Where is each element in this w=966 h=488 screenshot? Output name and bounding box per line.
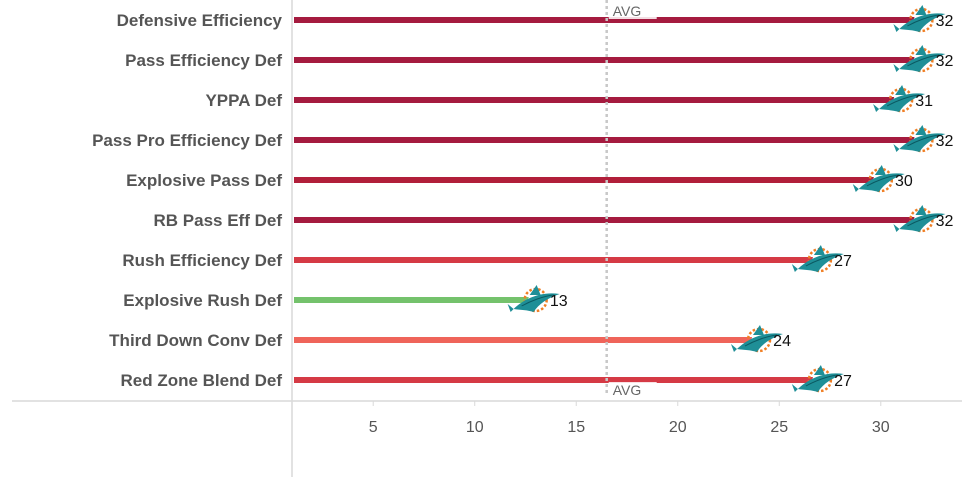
value-label: 27: [834, 253, 852, 270]
category-label: Defensive Efficiency: [117, 11, 283, 30]
avg-label-bottom: AVG: [613, 382, 642, 398]
bar: [294, 217, 922, 223]
bar: [294, 297, 536, 303]
category-label: RB Pass Eff Def: [154, 211, 283, 230]
x-tick-label: 25: [770, 419, 788, 436]
x-tick-label: 20: [669, 419, 687, 436]
x-tick-label: 30: [872, 419, 890, 436]
category-label: Third Down Conv Def: [109, 331, 282, 350]
value-label: 13: [550, 293, 568, 310]
bar: [294, 97, 902, 103]
value-label: 32: [936, 13, 954, 30]
avg-label-bg-bottom: [608, 382, 657, 398]
value-label: 32: [936, 213, 954, 230]
bar: [294, 377, 820, 383]
value-label: 32: [936, 133, 954, 150]
bar: [294, 257, 820, 263]
category-label: Explosive Rush Def: [123, 291, 282, 310]
category-label: Explosive Pass Def: [126, 171, 282, 190]
x-tick-label: 10: [466, 419, 484, 436]
x-tick-label: 5: [369, 419, 378, 436]
category-label: Red Zone Blend Def: [120, 371, 282, 390]
category-label: Rush Efficiency Def: [122, 251, 282, 270]
avg-label-top: AVG: [613, 3, 642, 19]
value-label: 24: [773, 333, 791, 350]
value-label: 30: [895, 173, 913, 190]
category-label: Pass Efficiency Def: [125, 51, 282, 70]
x-tick-label: 15: [567, 419, 585, 436]
category-label: Pass Pro Efficiency Def: [92, 131, 282, 150]
value-label: 32: [936, 53, 954, 70]
value-label: 31: [915, 93, 933, 110]
bar: [294, 337, 759, 343]
category-label: YPPA Def: [205, 91, 282, 110]
value-label: 27: [834, 373, 852, 390]
bar: [294, 177, 881, 183]
avg-label-bg-top: [608, 3, 657, 19]
